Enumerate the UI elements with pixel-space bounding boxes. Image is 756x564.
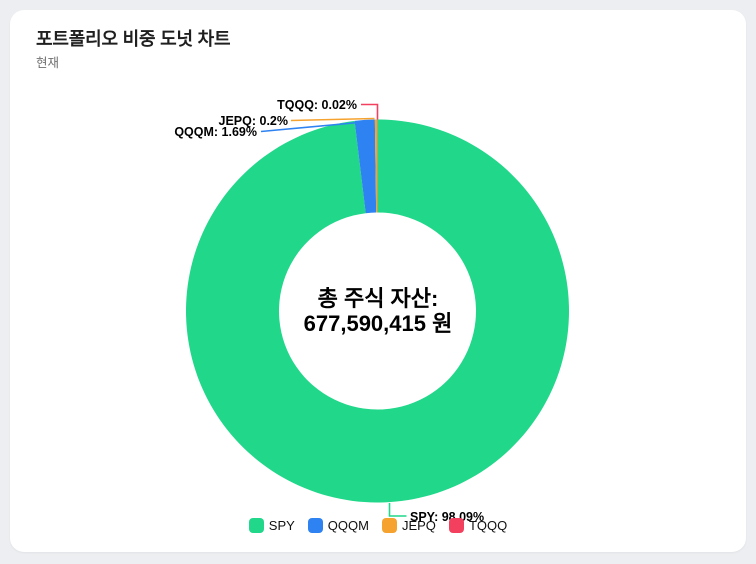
- legend-label: QQQM: [327, 518, 369, 533]
- callout-line-SPY: [388, 503, 407, 517]
- chart-subtitle: 현재: [36, 56, 60, 70]
- donut-slice-JEPQ[interactable]: [374, 119, 378, 213]
- chart-title: 포트폴리오 비중 도넛 차트: [36, 29, 231, 49]
- legend-swatch-JEPQ: [381, 518, 397, 533]
- legend-swatch-QQQM: [307, 518, 323, 533]
- callout-line-JEPQ: [290, 117, 375, 122]
- callout-line-QQQM: [260, 121, 359, 133]
- callout-label-JEPQ: JEPQ: 0.2%: [219, 114, 288, 128]
- legend-label: JEPQ: [401, 518, 436, 533]
- callout-label-QQQM: QQQM: 1.69%: [174, 125, 257, 139]
- legend-item-JEPQ[interactable]: JEPQ: [381, 518, 436, 533]
- legend-item-QQQM[interactable]: QQQM: [307, 518, 369, 533]
- legend-swatch-TQQQ: [448, 518, 464, 533]
- legend-item-TQQQ[interactable]: TQQQ: [448, 518, 508, 533]
- legend-label: SPY: [268, 518, 295, 533]
- donut-slice-QQQM[interactable]: [354, 119, 377, 214]
- callout-line-TQQQ: [361, 103, 379, 120]
- chart-legend: SPY QQQM JEPQ TQQQ: [0, 518, 756, 533]
- legend-item-SPY[interactable]: SPY: [248, 518, 295, 533]
- donut-slice-SPY[interactable]: [186, 119, 570, 503]
- callout-label-SPY: SPY: 98.09%: [410, 510, 484, 524]
- legend-swatch-SPY: [248, 518, 264, 533]
- callout-label-TQQQ: TQQQ: 0.02%: [277, 98, 357, 112]
- legend-label: TQQQ: [468, 518, 508, 533]
